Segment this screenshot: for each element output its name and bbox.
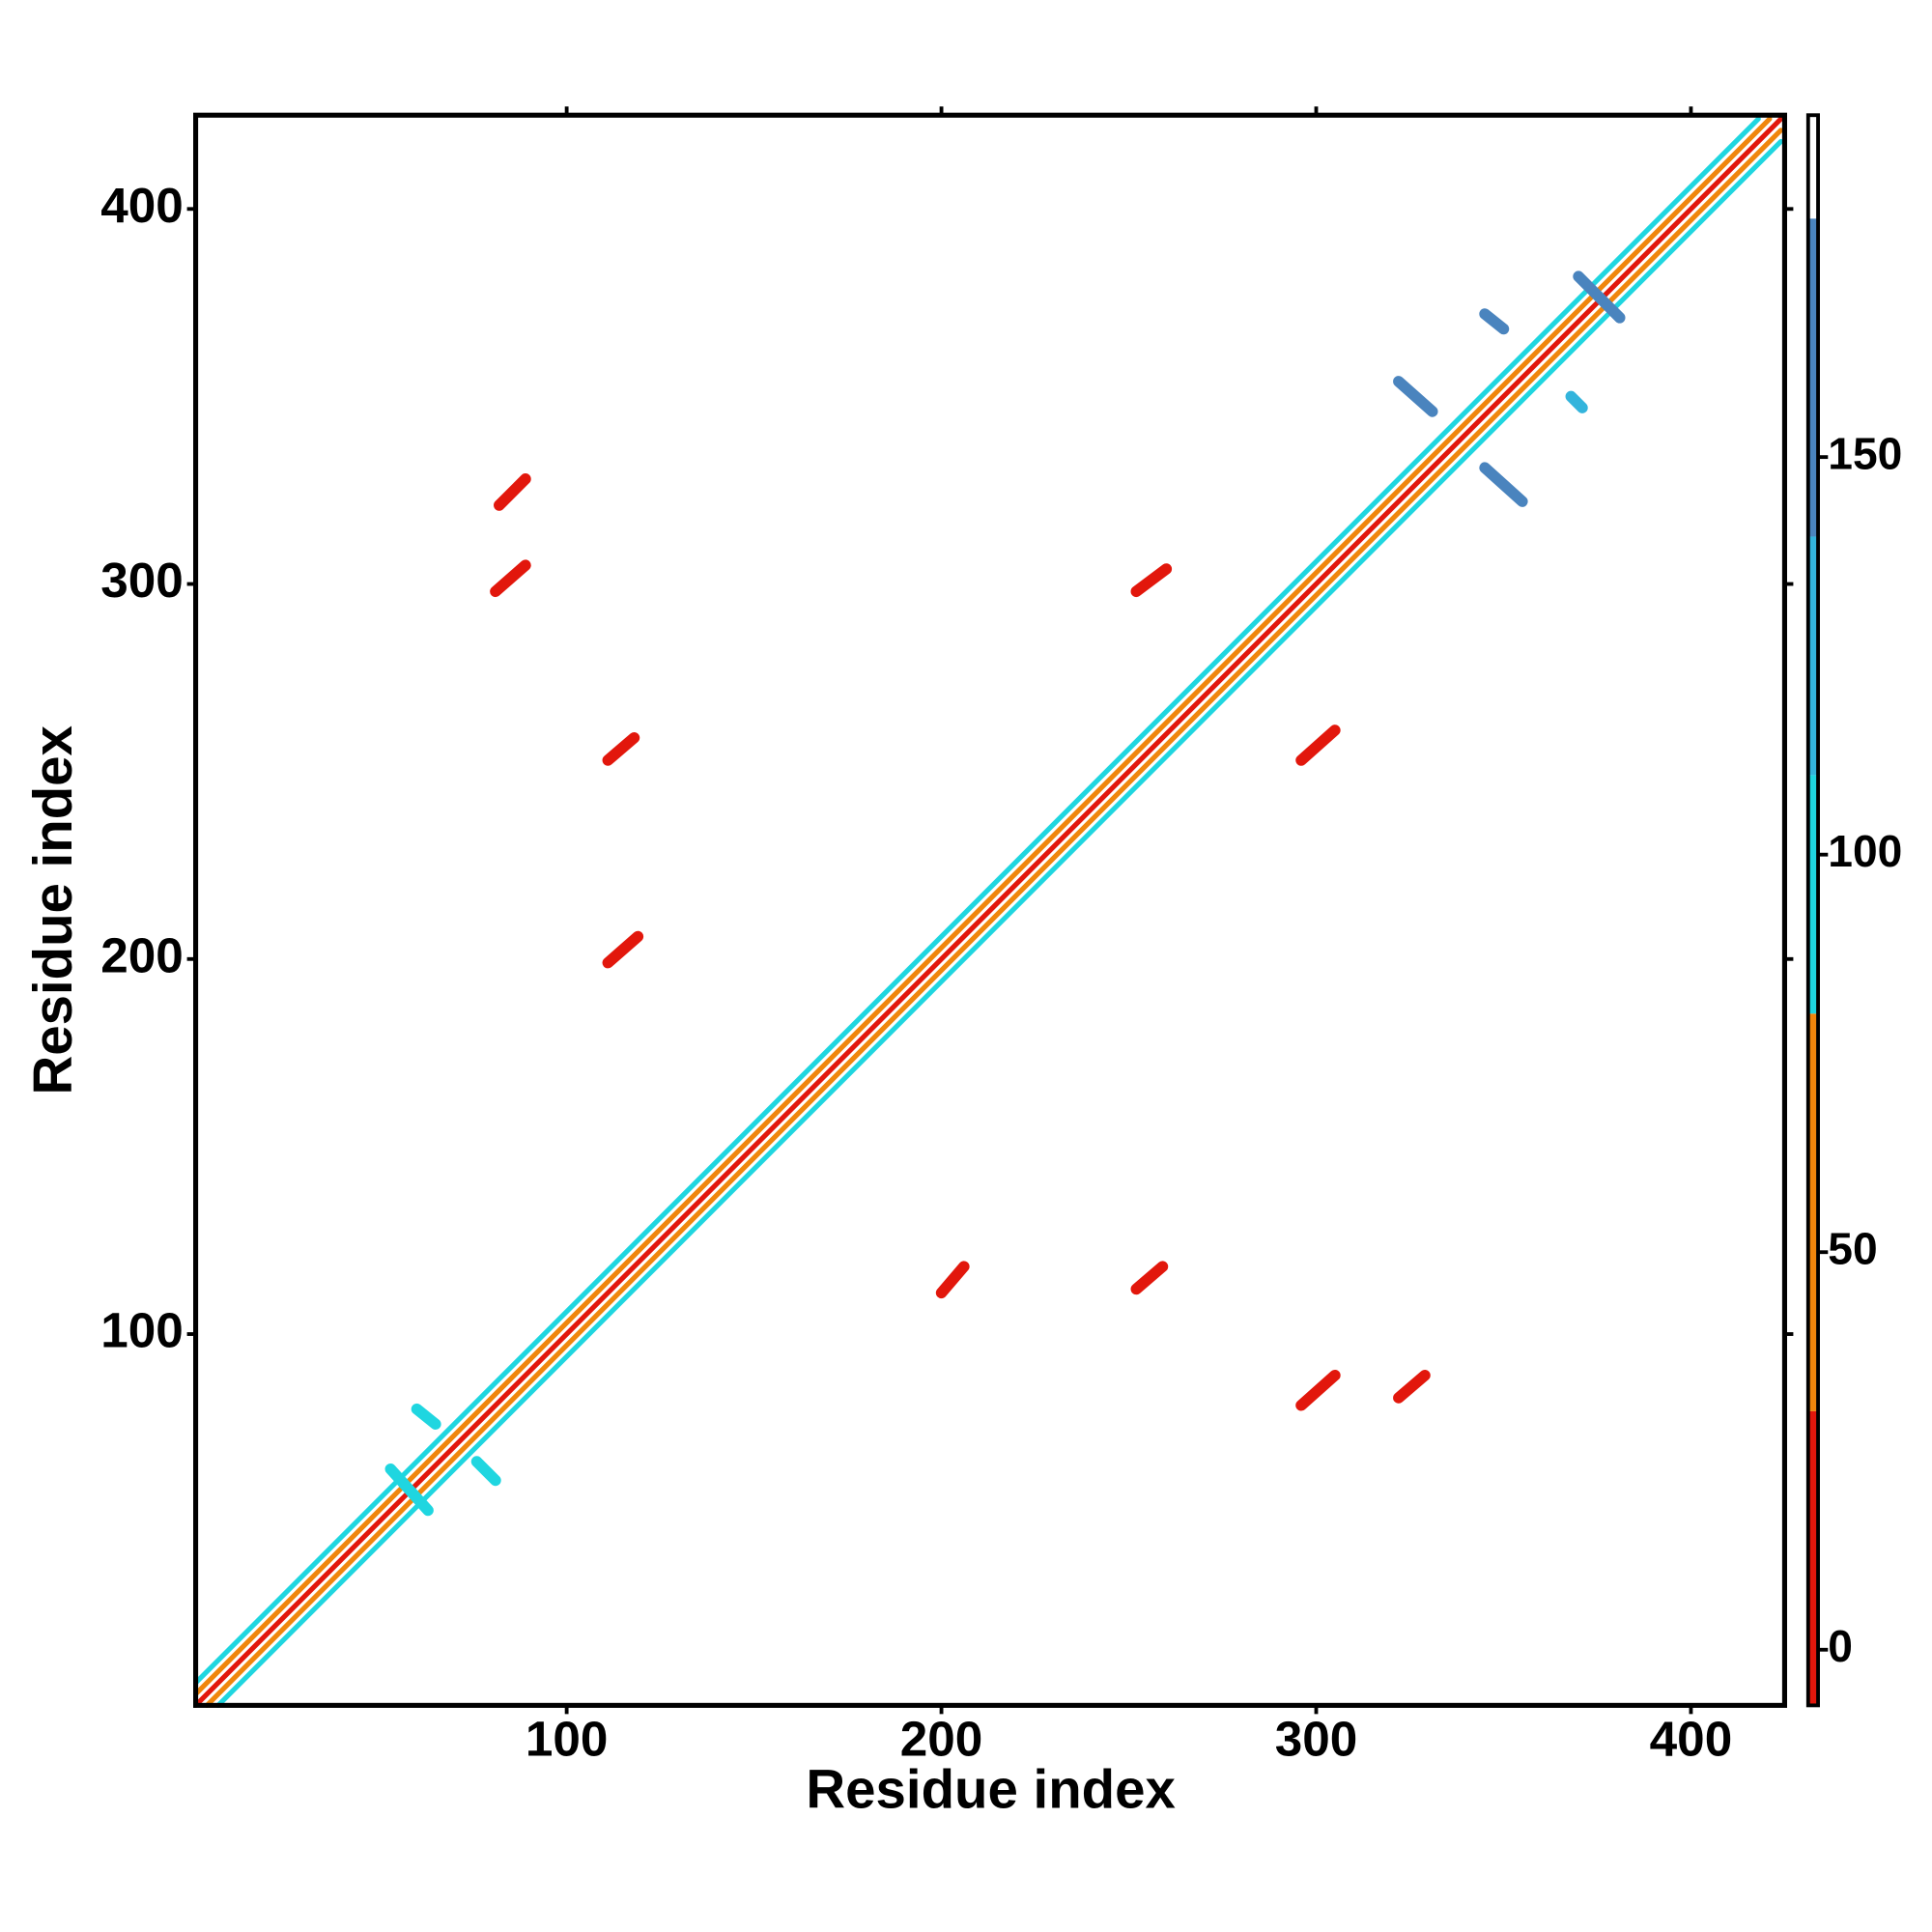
x-tick-label: 100 <box>526 1711 609 1766</box>
contact <box>1130 1261 1169 1295</box>
y-tick-label: 400 <box>100 178 184 233</box>
x-tick-label: 300 <box>1275 1711 1358 1766</box>
colorbar-tick-label: 100 <box>1828 826 1902 876</box>
x-axis-label: Residue index <box>806 1758 1175 1819</box>
contact <box>193 116 1773 1697</box>
contact <box>1479 462 1528 507</box>
contact <box>602 930 644 969</box>
colorbar-tick-label: 150 <box>1828 428 1902 478</box>
contact <box>1479 308 1510 335</box>
colorbar-band <box>1807 1410 1819 1706</box>
colorbar-band <box>1807 536 1819 776</box>
contact <box>1295 724 1341 766</box>
contact <box>470 1456 501 1487</box>
colorbar-band <box>1807 115 1819 219</box>
contact <box>411 1403 441 1430</box>
contact <box>193 116 1784 1708</box>
colorbar-tick-label: 50 <box>1828 1223 1877 1273</box>
contact <box>204 128 1784 1708</box>
y-axis-label: Residue index <box>22 725 83 1094</box>
contact <box>602 731 640 766</box>
contact <box>494 473 531 511</box>
contact <box>490 559 531 598</box>
contact <box>193 116 1761 1686</box>
contact <box>1573 270 1626 324</box>
colorbar-frame <box>1805 113 1820 1708</box>
y-tick-label: 100 <box>100 1303 184 1358</box>
y-tick-label: 300 <box>100 553 184 608</box>
x-tick-label: 400 <box>1650 1711 1733 1766</box>
contact <box>1393 1369 1431 1404</box>
contact <box>1565 390 1588 413</box>
x-tick-label: 200 <box>900 1711 983 1766</box>
plot-frame <box>193 112 1787 1708</box>
colorbar-tick-label: 0 <box>1828 1621 1853 1671</box>
contact <box>1130 563 1173 598</box>
colorbar-band <box>1807 1013 1819 1411</box>
colorbar-band <box>1807 218 1819 537</box>
contact <box>935 1261 970 1299</box>
colorbar-band <box>1807 775 1819 1014</box>
y-tick-label: 200 <box>100 927 184 982</box>
contact <box>384 1463 434 1517</box>
contact <box>215 138 1784 1708</box>
contact <box>1393 376 1438 417</box>
contact <box>1295 1369 1341 1411</box>
